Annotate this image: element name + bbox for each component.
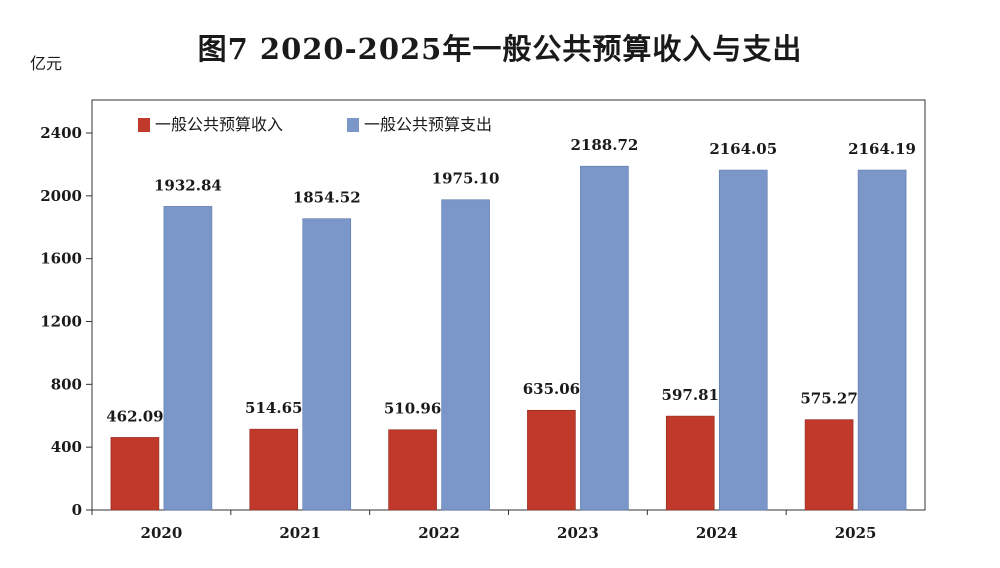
- expense-bar: [302, 218, 352, 511]
- expense-bar: [857, 169, 907, 511]
- legend-swatch-income: [138, 118, 150, 132]
- y-tick-label: 1600: [40, 250, 82, 268]
- y-tick-label: 1200: [40, 313, 82, 331]
- expense-value-label: 1854.52: [293, 189, 361, 207]
- legend-label-expense: 一般公共预算支出: [364, 115, 492, 134]
- x-tick-label: 2022: [418, 524, 460, 542]
- expense-value-label: 2164.05: [709, 140, 777, 158]
- expense-value-label: 1975.10: [432, 170, 500, 188]
- expense-bar: [163, 206, 213, 511]
- x-tick-label: 2025: [835, 524, 877, 542]
- expense-value-label: 2188.72: [570, 136, 638, 154]
- income-value-label: 510.96: [384, 400, 441, 418]
- income-bar: [527, 409, 576, 511]
- chart-title: 图7 2020-2025年一般公共预算收入与支出: [197, 32, 803, 66]
- plot-area: [91, 99, 926, 511]
- income-bar: [110, 437, 160, 511]
- expense-value-label: 2164.19: [848, 140, 916, 158]
- income-bar: [388, 429, 437, 511]
- legend-swatch-expense: [347, 118, 359, 132]
- expense-bar: [718, 169, 768, 511]
- x-tick-label: 2024: [696, 524, 738, 542]
- income-value-label: 462.09: [106, 407, 163, 425]
- y-tick-label: 2400: [40, 124, 82, 142]
- income-value-label: 635.06: [523, 380, 580, 398]
- expense-value-label: 1932.84: [154, 176, 222, 194]
- legend-label-income: 一般公共预算收入: [155, 115, 283, 134]
- income-bar: [249, 428, 299, 511]
- y-axis-unit: 亿元: [30, 54, 63, 73]
- income-bar: [804, 419, 854, 511]
- income-value-label: 514.65: [245, 399, 302, 417]
- y-tick-label: 400: [51, 438, 82, 456]
- x-tick-label: 2020: [141, 524, 183, 542]
- x-tick-label: 2023: [557, 524, 599, 542]
- expense-bar: [441, 199, 490, 511]
- expense-bar: [580, 165, 629, 511]
- income-bar: [665, 415, 715, 511]
- x-tick-label: 2021: [279, 524, 321, 542]
- y-tick-label: 2000: [40, 187, 82, 205]
- y-tick-label: 0: [72, 501, 82, 519]
- income-value-label: 575.27: [800, 390, 857, 408]
- y-tick-label: 800: [51, 375, 82, 393]
- income-value-label: 597.81: [662, 386, 719, 404]
